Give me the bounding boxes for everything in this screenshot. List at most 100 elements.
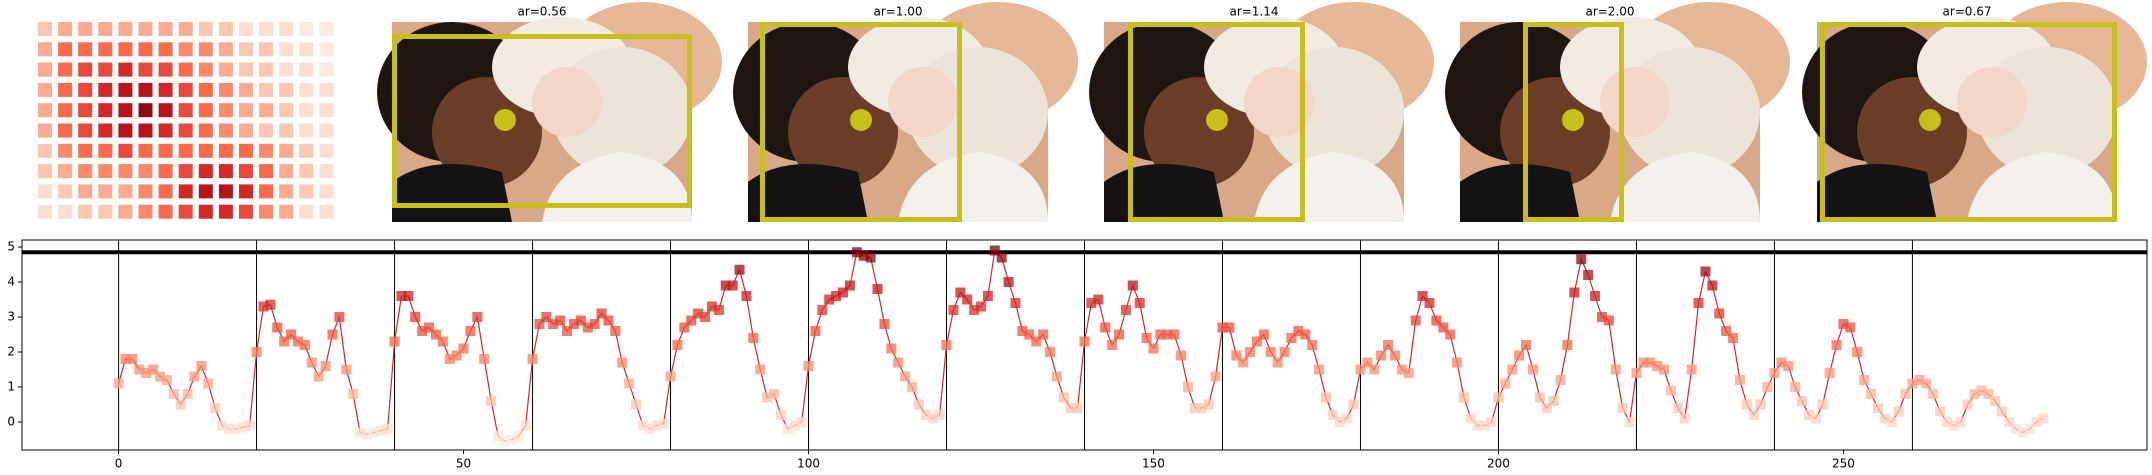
data-marker	[141, 368, 152, 378]
data-marker	[713, 305, 724, 315]
data-marker	[1107, 340, 1118, 350]
panel-title: ar=2.00	[1585, 5, 1634, 19]
crop-box	[760, 22, 962, 222]
data-marker	[858, 250, 869, 261]
data-marker	[458, 343, 469, 354]
data-marker	[1886, 417, 1897, 427]
heatmap-cell	[218, 143, 233, 158]
data-marker	[755, 364, 766, 375]
data-marker	[1245, 347, 1256, 357]
heatmap-cell	[118, 143, 133, 158]
heatmap-cell	[299, 62, 314, 77]
x-tick-label: 50	[456, 457, 471, 471]
data-marker	[1624, 417, 1635, 427]
heatmap-cell	[198, 103, 213, 118]
data-marker	[182, 389, 193, 399]
data-marker	[223, 424, 234, 434]
heatmap-cell	[218, 204, 233, 219]
data-marker	[175, 399, 186, 410]
data-marker	[1935, 406, 1946, 417]
data-marker	[1424, 298, 1435, 308]
data-marker	[1824, 368, 1835, 378]
heatmap-cell	[239, 164, 253, 179]
panel-title: ar=1.14	[1229, 5, 1278, 19]
heatmap-cell	[78, 204, 93, 219]
heatmap-cell	[319, 184, 334, 199]
data-marker	[672, 340, 683, 350]
data-marker	[1831, 340, 1842, 350]
heatmap-cell	[138, 164, 153, 179]
heatmap-cell	[78, 123, 93, 138]
data-marker	[1389, 350, 1400, 361]
crop-box	[1820, 22, 2117, 222]
heatmap-cell	[78, 82, 93, 97]
heatmap-cell	[158, 123, 173, 138]
heatmap-cell	[58, 204, 73, 219]
data-marker	[1362, 357, 1373, 368]
data-marker	[734, 264, 745, 275]
crop-box	[1523, 22, 1624, 222]
heatmap-cell	[98, 42, 113, 57]
data-marker	[1286, 333, 1297, 343]
heatmap-cell	[178, 103, 193, 118]
data-marker	[1803, 410, 1814, 420]
data-marker	[1741, 399, 1752, 410]
data-marker	[1638, 357, 1649, 368]
heatmap-cell	[78, 22, 93, 36]
heatmap-cell	[198, 204, 213, 219]
data-marker	[444, 354, 455, 364]
data-marker	[631, 399, 642, 410]
heatmap-cell	[118, 82, 133, 97]
heatmap-cell	[38, 123, 52, 138]
photo-image	[733, 2, 1078, 222]
data-marker	[299, 340, 310, 350]
data-marker	[1210, 371, 1221, 382]
data-marker	[589, 319, 600, 329]
data-marker	[1872, 403, 1883, 413]
heatmap-cell	[178, 143, 193, 158]
data-marker	[1514, 350, 1525, 361]
data-marker	[775, 410, 786, 420]
heatmap-cell	[158, 204, 173, 219]
data-marker	[272, 322, 283, 333]
data-marker	[1148, 343, 1159, 354]
heatmap-cell	[158, 103, 173, 118]
data-marker	[203, 378, 214, 389]
heatmap-cell	[158, 42, 173, 57]
data-marker	[1603, 315, 1614, 326]
photo-image	[1089, 2, 1434, 222]
data-marker	[1203, 399, 1214, 410]
data-marker	[355, 427, 366, 438]
data-marker	[686, 315, 697, 326]
data-marker	[2024, 424, 2035, 434]
data-marker	[1997, 406, 2008, 417]
data-marker	[872, 284, 883, 294]
data-marker	[803, 361, 814, 371]
heatmap-cell	[279, 22, 294, 36]
heatmap-cell	[58, 184, 73, 199]
y-tick-label: 2	[7, 345, 15, 359]
data-marker	[1010, 298, 1021, 308]
data-marker	[1562, 340, 1573, 350]
data-marker	[982, 291, 993, 301]
data-marker	[534, 319, 545, 329]
panel-title: ar=0.67	[1942, 5, 1991, 19]
data-marker	[1990, 396, 2001, 406]
heatmap-cell	[158, 22, 173, 36]
data-marker	[1845, 322, 1856, 333]
heatmap-cell	[259, 164, 274, 179]
heatmap-cell	[118, 204, 133, 219]
data-marker	[368, 427, 379, 438]
data-marker	[617, 357, 628, 368]
heatmap-cell	[279, 123, 294, 138]
heatmap-cell	[259, 143, 274, 158]
data-marker	[989, 245, 1000, 256]
data-marker	[1914, 375, 1925, 385]
data-marker	[1410, 315, 1421, 326]
heatmap-cell	[259, 62, 274, 77]
heatmap-cell	[279, 164, 294, 179]
heatmap-cell	[239, 22, 253, 36]
heatmap-cell	[118, 62, 133, 77]
data-marker	[334, 312, 345, 322]
data-marker	[1293, 326, 1304, 336]
